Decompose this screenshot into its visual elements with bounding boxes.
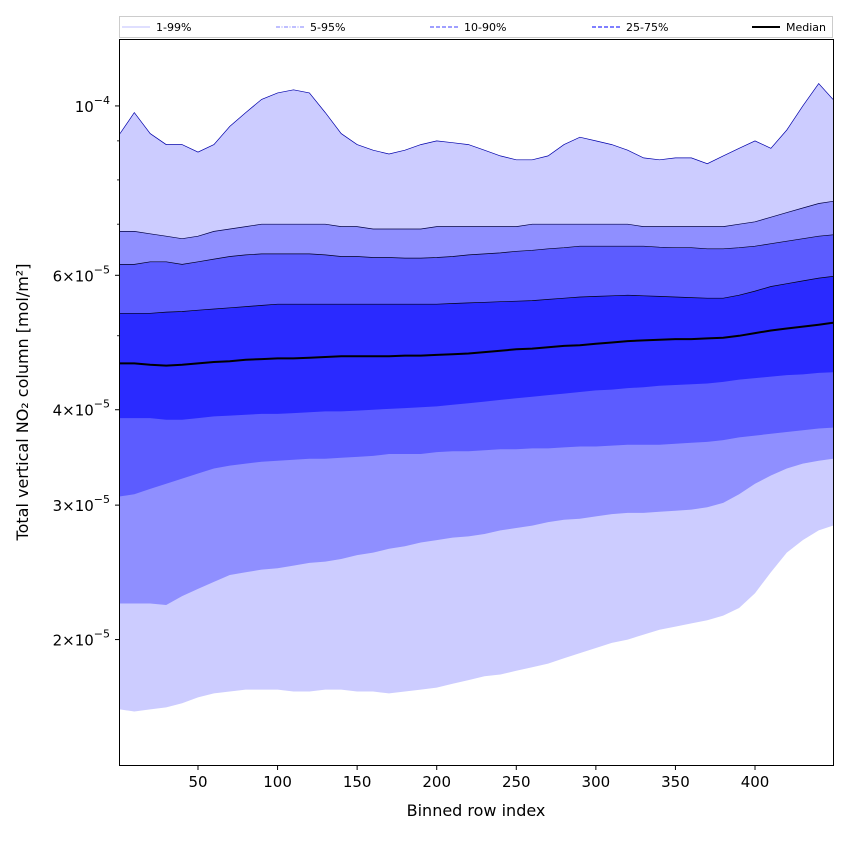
band-upper-line-10-90pct: [120, 234, 833, 265]
legend: 1-99% 5-95% 10-90% 25-75% Median: [119, 16, 833, 38]
y-tick-label: 2×10−5: [53, 628, 110, 650]
y-tick-label: 3×10−5: [53, 493, 110, 515]
legend-label: 25-75%: [626, 21, 668, 34]
y-axis-label: Total vertical NO₂ column [mol/m²]: [13, 264, 32, 542]
band-25-75pct: [120, 276, 833, 420]
band-upper-line-25-75pct: [120, 276, 833, 314]
plot-frame: [119, 39, 834, 766]
x-tick-label: 250: [502, 773, 531, 791]
plot-area: [120, 82, 833, 712]
y-axis: 10−4 6×10−5 4×10−5 3×10−5 2×10−5: [53, 94, 120, 650]
x-tick-label: 200: [422, 773, 451, 791]
legend-label: 5-95%: [310, 21, 345, 34]
x-axis-label: Binned row index: [407, 801, 546, 820]
legend-label: Median: [786, 21, 826, 34]
y-tick-label: 4×10−5: [53, 398, 110, 420]
band-upper-line-5-95pct: [120, 200, 833, 240]
x-tick-label: 400: [741, 773, 770, 791]
x-tick-label: 150: [343, 773, 372, 791]
band-upper-line-1-99pct: [120, 82, 833, 165]
legend-label: 1-99%: [156, 21, 191, 34]
legend-box: [119, 16, 833, 38]
legend-label: 10-90%: [464, 21, 506, 34]
x-tick-label: 300: [582, 773, 611, 791]
x-tick-label: 100: [263, 773, 292, 791]
y-tick-label: 6×10−5: [53, 263, 110, 285]
median-line: [120, 321, 833, 367]
y-tick-label: 10−4: [75, 94, 110, 116]
x-tick-label: 50: [188, 773, 207, 791]
x-axis: 50 100 150 200 250 300 350 400: [188, 765, 769, 791]
x-tick-label: 350: [661, 773, 690, 791]
